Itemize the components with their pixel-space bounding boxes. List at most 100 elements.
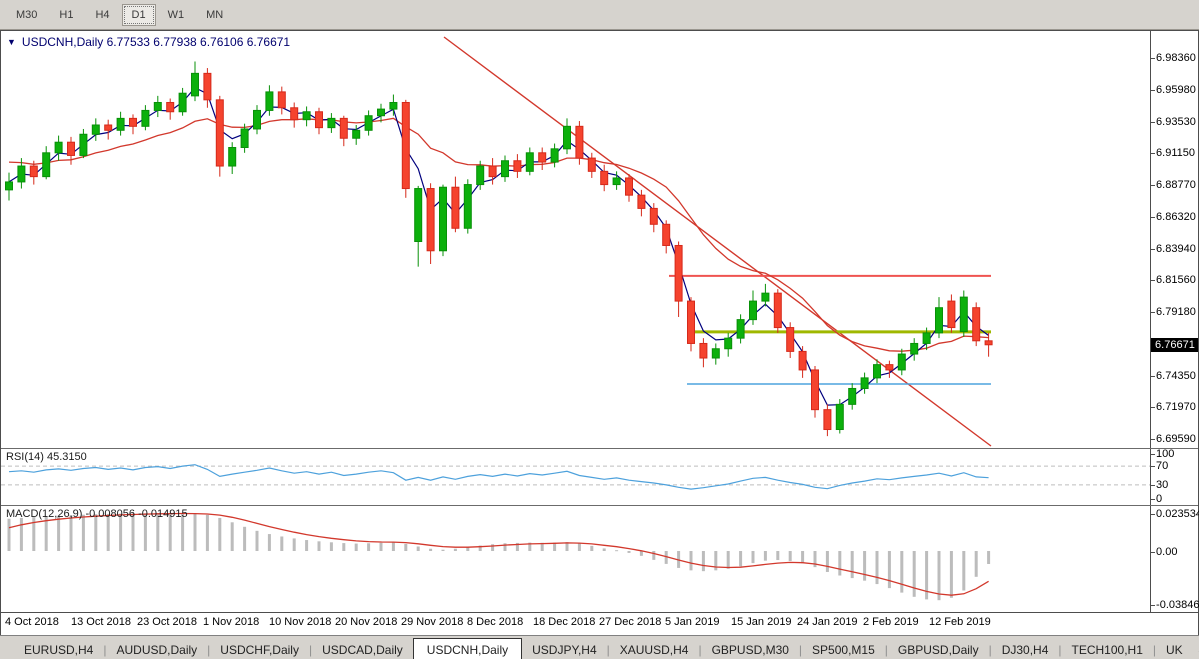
candle-body (947, 300, 956, 329)
timeframe-button-w1[interactable]: W1 (158, 4, 195, 26)
tab-separator: | (103, 643, 107, 657)
macd-bar (429, 548, 433, 551)
candle-body (79, 133, 88, 156)
candle-body (798, 350, 807, 371)
macd-bar (317, 541, 321, 551)
macd-bar (19, 517, 23, 551)
date-label: 29 Nov 2018 (401, 616, 464, 628)
macd-bar (850, 551, 854, 579)
macd-chart-area[interactable]: MACD(12,26,9) -0.008056 -0.014915 (1, 506, 1151, 612)
candlestick-chart[interactable] (1, 31, 1150, 448)
macd-bar (119, 513, 123, 551)
macd-bar (218, 517, 222, 551)
candle-body (5, 181, 13, 191)
ma-fast-line (8, 86, 989, 406)
date-label: 23 Oct 2018 (137, 616, 197, 628)
candle-body (339, 117, 348, 139)
candle-body (922, 332, 931, 344)
chart-dropdown-icon[interactable]: ▼ (7, 37, 16, 47)
rsi-axis[interactable]: 100 70 30 0 (1150, 448, 1198, 505)
candle-body (389, 101, 398, 110)
candle-body (835, 403, 844, 431)
tab-separator: | (798, 643, 803, 657)
chart-title-ohlc: USDCNH,Daily 6.77533 6.77938 6.76106 6.7… (21, 35, 291, 49)
timeframe-button-d1[interactable]: D1 (121, 3, 156, 26)
macd-chart[interactable] (1, 506, 1150, 612)
current-price-badge: 6.76671 (1151, 338, 1198, 353)
candle-body (153, 101, 162, 111)
macd-bar (168, 513, 172, 551)
macd-axis[interactable]: 0.023534 0.00 -0.038466 (1150, 506, 1199, 612)
macd-signal-line (8, 512, 989, 596)
chart-tab-usdcnh[interactable]: USDCNH,Daily (412, 638, 523, 659)
candle-body (674, 244, 683, 302)
candle-body (29, 165, 38, 178)
trendline[interactable] (443, 36, 992, 447)
macd-bar (57, 515, 61, 551)
candle-body (439, 186, 447, 252)
macd-bar (974, 551, 978, 577)
chart-tab-usdcad[interactable]: USDCAD,Daily (322, 643, 403, 657)
symbol-tabbar: EURUSD,H4 | AUDUSD,Daily | USDCHF,Daily | USDC… (0, 635, 1199, 659)
chart-tab-usdchf[interactable]: USDCHF,Daily (220, 643, 299, 657)
rsi-chart[interactable] (1, 449, 1151, 505)
candle-body (141, 109, 150, 127)
macd-bar (751, 551, 755, 564)
macd-bar (813, 551, 817, 568)
candle-body (699, 342, 708, 359)
candle-body (290, 107, 299, 121)
tab-scroll-left-icon[interactable]: ◄ (1197, 646, 1199, 656)
macd-bar (639, 551, 643, 556)
macd-bar (354, 543, 358, 551)
chart-tab-dj30[interactable]: DJ30,H4 (1001, 643, 1049, 657)
candle-body (612, 177, 621, 186)
timeframe-button-m30[interactable]: M30 (6, 4, 47, 26)
candle-body (501, 160, 509, 178)
candle-body (773, 292, 782, 329)
date-label: 8 Dec 2018 (467, 616, 524, 628)
rsi-line (8, 464, 989, 490)
date-axis[interactable]: 4 Oct 2018 13 Oct 2018 23 Oct 2018 1 Nov 20… (1, 612, 1198, 635)
candle-body (463, 184, 472, 229)
date-label: 12 Feb 2019 (929, 616, 991, 628)
chart-tab-tech100[interactable]: TECH100,H1 (1071, 643, 1143, 657)
tab-separator: | (988, 643, 992, 657)
candle-body (42, 152, 51, 178)
chart-tab-audusd[interactable]: AUDUSD,Daily (116, 643, 198, 657)
candle-body (749, 300, 757, 321)
candle-body (377, 108, 385, 117)
chart-tab-eurusd[interactable]: EURUSD,H4 (24, 643, 94, 657)
rsi-panel: RSI(14) 45.3150 100 70 30 0 (1, 448, 1198, 505)
candle-body (476, 165, 485, 186)
chart-tab-gbpusd[interactable]: GBPUSD,Daily (897, 643, 979, 657)
price-axis[interactable]: 6.98360 6.95980 6.93530 6.91150 6.88770 6.863… (1150, 31, 1198, 448)
candle-body (426, 188, 435, 252)
chart-tab-uk[interactable]: UK (1166, 643, 1183, 657)
chart-tab-gbpusd[interactable]: GBPUSD,M30 (711, 643, 789, 657)
candle-body (724, 337, 733, 350)
candle-body (563, 125, 571, 150)
candle-body (649, 207, 658, 225)
timeframe-toolbar: M30 H1 H4 D1 W1 MN (0, 0, 1199, 30)
chart-tab-sp500[interactable]: SP500,M15 (812, 643, 875, 657)
candle-body (637, 194, 646, 209)
timeframe-button-mn[interactable]: MN (196, 4, 233, 26)
macd-bar (453, 548, 457, 551)
chart-header: ▼ USDCNH,Daily 6.77533 6.77938 6.76106 6… (7, 35, 290, 49)
candle-body (761, 292, 770, 302)
macd-bar (441, 549, 445, 551)
rsi-chart-area[interactable]: RSI(14) 45.3150 (1, 449, 1151, 505)
macd-bar (193, 513, 197, 551)
tab-separator: | (308, 643, 313, 657)
timeframe-button-h1[interactable]: H1 (49, 4, 83, 26)
macd-bar (44, 516, 48, 551)
timeframe-button-h4[interactable]: H4 (85, 4, 119, 26)
price-chart-area[interactable]: ▼ USDCNH,Daily 6.77533 6.77938 6.76106 6… (1, 31, 1151, 448)
macd-bar (627, 551, 631, 553)
tab-separator: | (207, 643, 211, 657)
chart-tab-usdjpy[interactable]: USDJPY,H4 (532, 643, 597, 657)
price-axis-label: 6.91150 (1151, 147, 1195, 160)
chart-tab-xauusd[interactable]: XAUUSD,H4 (619, 643, 689, 657)
macd-bar (689, 551, 693, 571)
macd-bar (379, 542, 383, 551)
